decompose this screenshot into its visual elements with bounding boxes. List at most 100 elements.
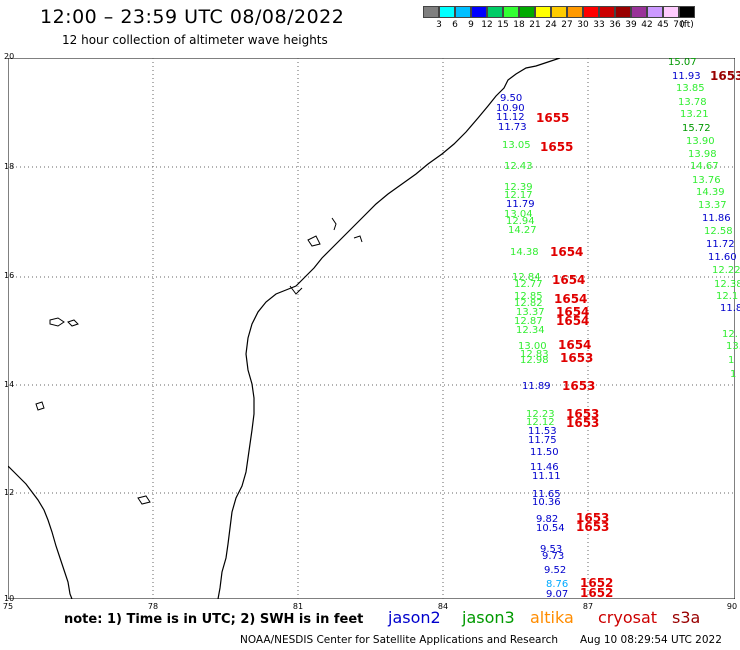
colorbar-labels: 3 6 9 12 15 18 21 24 27 30 33 36 39 42 45 70 (ft) [423, 20, 740, 34]
wave-height-value: 11.72 [706, 239, 735, 250]
generated-timestamp: Aug 10 08:29:54 UTC 2022 [580, 634, 722, 646]
wave-height-value: 11.79 [506, 199, 535, 210]
y-tick-label: 14 [4, 380, 15, 389]
colorbar-swatch [423, 6, 439, 18]
small-islands [35, 217, 363, 505]
y-tick-label: 18 [4, 162, 15, 171]
colorbar-label: 6 [452, 20, 458, 30]
wave-height-value: 9.50 [500, 93, 523, 104]
colorbar-swatch [551, 6, 567, 18]
wave-height-value: 14.67 [690, 161, 719, 172]
track-number-label: 1653 [562, 379, 596, 393]
x-tick-label: 84 [437, 602, 449, 611]
track-number-label: 1654 [554, 292, 588, 306]
wave-height-value: 9.53 [540, 544, 563, 555]
wave-height-value: 11.93 [672, 71, 701, 82]
legend-s3a: s3a [672, 608, 701, 627]
colorbar-swatch [519, 6, 535, 18]
wave-height-value: 12.1 [716, 291, 739, 302]
y-tick-label: 16 [4, 271, 15, 280]
wave-height-colorbar [423, 6, 695, 18]
track-number-label: 1653 [566, 407, 600, 421]
wave-height-value: 11.8 [720, 303, 740, 314]
colorbar-swatch [471, 6, 487, 18]
wave-height-value: 11.65 [532, 489, 561, 500]
colorbar-swatch [631, 6, 647, 18]
wave-height-value: 11.11 [532, 471, 561, 482]
colorbar-label: 33 [593, 20, 605, 30]
track-number-label: 1653 [560, 351, 594, 365]
wave-height-value: 12.43 [504, 161, 533, 172]
wave-height-value: 13.78 [678, 97, 707, 108]
wave-height-value: 12.82 [514, 298, 543, 309]
wave-height-value: 13.98 [688, 149, 717, 160]
wave-height-value: 12.77 [514, 279, 543, 290]
track-number-label: 1652 [580, 576, 614, 590]
wave-height-value: 10.36 [532, 497, 561, 508]
x-tick-label: 75 [2, 602, 14, 611]
legend-cryosat: cryosat [598, 608, 658, 627]
wave-height-value: 1 [728, 355, 735, 366]
map-subtitle: 12 hour collection of altimeter wave hei… [62, 33, 328, 47]
legend-jason3: jason3 [462, 608, 515, 627]
wave-height-value: 11.60 [708, 252, 737, 263]
wave-height-value: 14.27 [508, 225, 537, 236]
credit-line: NOAA/NESDIS Center for Satellite Applica… [240, 634, 558, 646]
colorbar-swatch [455, 6, 471, 18]
x-tick-label: 81 [292, 602, 304, 611]
colorbar-swatch [583, 6, 599, 18]
footer-note: note: 1) Time is in UTC; 2) SWH is in fe… [64, 612, 364, 627]
colorbar-label: 36 [609, 20, 621, 30]
x-tick-label: 87 [582, 602, 594, 611]
wave-height-value: 1 [730, 369, 737, 380]
wave-height-value: 12.38 [714, 279, 740, 290]
track-number-label: 1654 [552, 273, 586, 287]
colorbar-swatch [599, 6, 615, 18]
colorbar-label: 30 [577, 20, 589, 30]
track-number-label: 1653 [566, 416, 600, 430]
colorbar-label: 12 [481, 20, 493, 30]
wave-height-value: 9.73 [542, 551, 565, 562]
wave-height-value: 12.34 [516, 325, 545, 336]
wave-height-value: 13.21 [680, 109, 709, 120]
wave-height-value: 10.90 [496, 103, 525, 114]
colorbar-swatch [567, 6, 583, 18]
wave-height-value: 12.22 [712, 265, 740, 276]
colorbar-swatch [679, 6, 695, 18]
wave-height-value: 13.05 [502, 140, 531, 151]
wave-height-value: 12.85 [514, 291, 543, 302]
y-tick-label: 10 [4, 594, 15, 603]
track-number-label: 1655 [540, 140, 574, 154]
track-number-label: 1653 [710, 69, 740, 83]
wave-height-value: 12.17 [504, 190, 533, 201]
colorbar-swatch [439, 6, 455, 18]
wave-height-value: 15.72 [682, 123, 711, 134]
track-number-label: 1654 [556, 314, 590, 328]
colorbar-swatch [487, 6, 503, 18]
colorbar-label: 15 [497, 20, 509, 30]
wave-height-value: 13.90 [686, 136, 715, 147]
colorbar-label: 39 [625, 20, 637, 30]
wave-height-value: 13.37 [698, 200, 727, 211]
wave-height-value: 12.23 [526, 409, 555, 420]
wave-height-value: 12.98 [520, 355, 549, 366]
colorbar-label: 70 [673, 20, 685, 30]
colorbar-swatch [647, 6, 663, 18]
wave-height-value: 11.53 [528, 426, 557, 437]
y-tick-label: 20 [4, 52, 15, 61]
wave-height-value: 13.37 [516, 307, 545, 318]
wave-height-value: 10.54 [536, 523, 565, 534]
wave-height-value: 12.87 [514, 316, 543, 327]
colorbar-label: 42 [641, 20, 653, 30]
wave-height-value: 11.12 [496, 112, 525, 123]
wave-height-value: 13.00 [518, 341, 547, 352]
wave-height-value: 11.86 [702, 213, 731, 224]
wave-height-value: 12.58 [704, 226, 733, 237]
legend-jason2: jason2 [388, 608, 441, 627]
track-number-label: 1654 [556, 305, 590, 319]
colorbar-label: 3 [436, 20, 442, 30]
wave-height-value: 15.07 [668, 57, 697, 68]
colorbar-swatch [663, 6, 679, 18]
x-tick-label: 78 [147, 602, 159, 611]
wave-height-value: 13.04 [504, 209, 533, 220]
